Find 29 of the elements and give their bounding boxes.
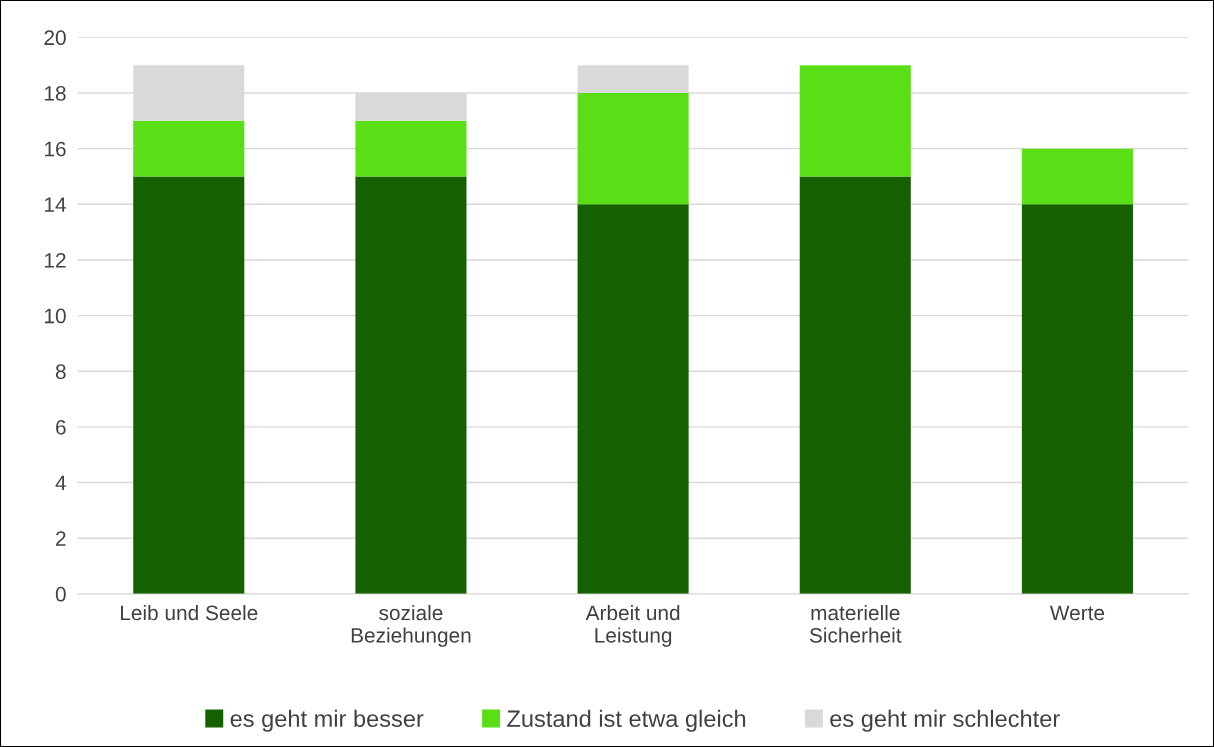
x-tick-label: materielle Sicherheit (809, 604, 902, 643)
bar (355, 120, 467, 177)
x-tick-label: Werte (1049, 605, 1105, 621)
bar (1021, 148, 1133, 205)
y-tick-label: 2 (56, 531, 66, 546)
legend-label: es geht mir besser (230, 709, 424, 732)
bar (577, 204, 689, 594)
bar (799, 176, 911, 594)
y-tick-label: 18 (45, 86, 66, 101)
y-tick-label: 12 (45, 252, 66, 268)
bar (577, 93, 689, 205)
y-tick-label: 8 (55, 364, 66, 380)
bar (1021, 204, 1133, 594)
y-tick-label: 16 (45, 141, 66, 157)
y-tick-label: 6 (56, 419, 66, 435)
y-tick-label: 20 (44, 30, 66, 46)
bar (799, 65, 911, 177)
y-tick-label: 0 (55, 586, 66, 602)
bar (133, 176, 245, 594)
x-tick-label: Arbeit und Leistung (585, 604, 680, 647)
bar (355, 176, 467, 594)
y-tick-label: 14 (45, 197, 66, 212)
legend-label: es geht mir schlechter (830, 709, 1060, 732)
x-tick-label: soziale Beziehungen (351, 604, 471, 647)
y-tick-label: 4 (55, 475, 66, 491)
y-tick-label: 10 (45, 308, 66, 324)
x-tick-label: Leib und Seele (120, 604, 258, 621)
bar (133, 120, 245, 177)
legend-label: Zustand ist etwa gleich (507, 709, 746, 732)
